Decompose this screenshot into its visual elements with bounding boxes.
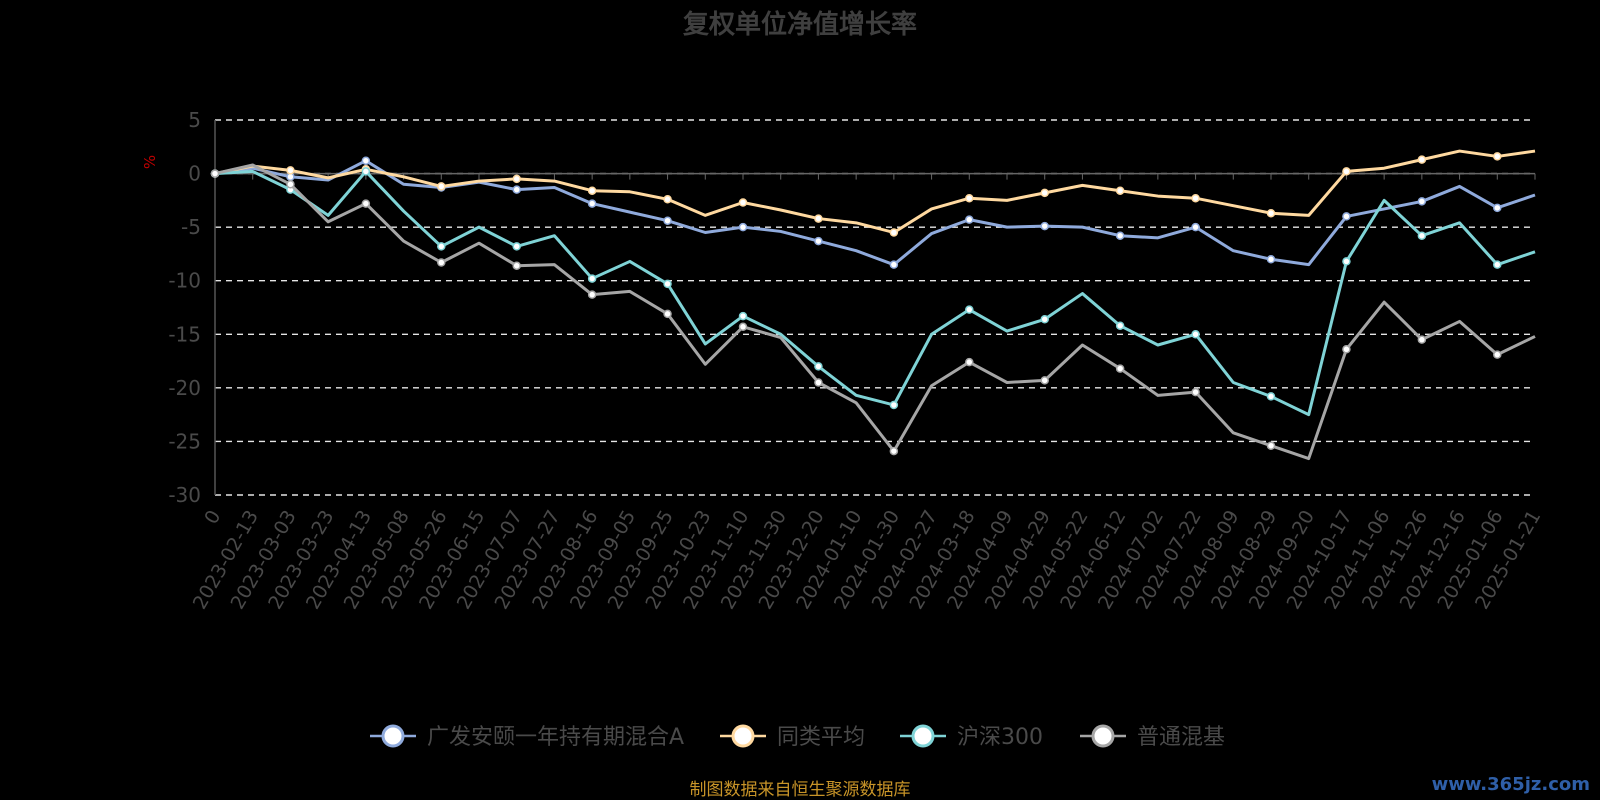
data-point xyxy=(1115,364,1125,373)
series-lines xyxy=(210,149,1536,461)
x-tick-label: 0 xyxy=(200,507,225,528)
data-point xyxy=(587,290,597,299)
data-point xyxy=(1191,387,1200,397)
data-point xyxy=(965,305,974,314)
legend[interactable]: 广发安颐一年持有期混合A 同类平均 沪深300 普通混基 xyxy=(370,724,1225,750)
data-point xyxy=(1493,152,1502,161)
data-point xyxy=(1493,260,1502,269)
data-point xyxy=(587,186,597,195)
grid xyxy=(215,119,1535,496)
legend-swatch-marker xyxy=(731,724,755,748)
data-point xyxy=(738,311,748,321)
data-point xyxy=(1115,186,1125,195)
data-point xyxy=(437,242,446,251)
data-point xyxy=(1342,212,1351,221)
data-point xyxy=(814,362,823,371)
y-tick-label: -30 xyxy=(168,483,201,507)
data-point xyxy=(1115,321,1125,330)
series-line-1 xyxy=(214,149,1536,234)
data-point xyxy=(286,180,295,189)
legend-item-3[interactable]: 普通混基 xyxy=(1080,724,1225,750)
data-point xyxy=(210,169,220,178)
data-point xyxy=(1342,167,1351,176)
data-point xyxy=(1266,441,1276,450)
data-point xyxy=(1342,345,1351,354)
data-point xyxy=(965,215,974,224)
data-point xyxy=(1266,255,1276,264)
y-tick-label: -15 xyxy=(168,322,201,346)
data-point xyxy=(889,228,899,237)
data-point xyxy=(1266,392,1276,401)
data-point xyxy=(663,216,672,225)
series-line-2 xyxy=(214,169,1536,417)
data-point xyxy=(361,156,371,165)
data-point xyxy=(663,279,672,289)
series-line-0 xyxy=(214,159,1536,267)
y-tick-label: -10 xyxy=(168,269,201,293)
data-point xyxy=(286,166,295,175)
data-point xyxy=(1417,335,1427,344)
y-tick-label: -25 xyxy=(168,429,201,453)
data-point xyxy=(738,198,748,207)
data-point xyxy=(512,185,521,194)
data-point xyxy=(1191,222,1200,232)
y-tick-label: 0 xyxy=(188,162,201,186)
legend-item-1[interactable]: 同类平均 xyxy=(720,724,865,750)
data-point xyxy=(512,242,521,251)
data-point xyxy=(1191,193,1200,203)
data-point xyxy=(587,274,597,283)
data-point xyxy=(437,182,446,191)
data-point xyxy=(1493,350,1502,359)
data-point xyxy=(814,236,823,246)
data-point xyxy=(738,222,748,232)
chart-title: 复权单位净值增长率 xyxy=(683,9,917,40)
data-point xyxy=(1493,203,1502,213)
data-point xyxy=(1417,231,1427,240)
legend-label: 广发安颐一年持有期混合A xyxy=(427,725,684,750)
data-point xyxy=(1040,315,1049,324)
watermark: www.365jz.com xyxy=(1432,774,1590,795)
source-note: 制图数据来自恒生聚源数据库 xyxy=(690,780,911,800)
series-line-3 xyxy=(214,163,1536,461)
y-axis: 5 0 -5 -10 -15 -20 -25 -30 xyxy=(168,108,201,507)
y-tick-label: 5 xyxy=(188,108,201,132)
data-point xyxy=(814,378,823,387)
data-point xyxy=(889,400,899,410)
data-point xyxy=(1266,208,1276,218)
legend-item-0[interactable]: 广发安颐一年持有期混合A xyxy=(370,724,684,750)
legend-swatch-marker xyxy=(1091,724,1115,748)
data-point xyxy=(512,261,521,270)
data-point xyxy=(1342,257,1351,266)
data-point xyxy=(889,446,899,456)
data-point xyxy=(1417,197,1427,206)
data-point xyxy=(512,174,521,184)
data-point xyxy=(889,260,899,269)
data-point xyxy=(1040,376,1049,385)
data-point xyxy=(1040,188,1049,198)
legend-label: 沪深300 xyxy=(957,725,1043,750)
y-tick-label: -5 xyxy=(181,215,201,239)
y-axis-unit: % xyxy=(141,155,159,169)
data-point xyxy=(1191,330,1200,339)
legend-swatch-marker xyxy=(911,724,935,748)
legend-label: 普通混基 xyxy=(1137,725,1225,750)
data-point xyxy=(1417,155,1427,164)
data-point xyxy=(437,258,446,267)
data-point xyxy=(663,309,672,319)
data-point xyxy=(663,195,672,204)
data-point xyxy=(361,199,371,208)
legend-label: 同类平均 xyxy=(777,725,865,750)
data-point xyxy=(1040,221,1049,231)
y-tick-label: -20 xyxy=(168,376,201,400)
data-point xyxy=(1115,231,1125,240)
data-point xyxy=(587,199,597,208)
data-point xyxy=(361,167,371,176)
data-point xyxy=(738,322,748,332)
legend-swatch-marker xyxy=(381,724,405,748)
legend-item-2[interactable]: 沪深300 xyxy=(900,724,1043,750)
data-point xyxy=(965,357,974,367)
data-point xyxy=(814,214,823,223)
data-point xyxy=(965,193,974,203)
